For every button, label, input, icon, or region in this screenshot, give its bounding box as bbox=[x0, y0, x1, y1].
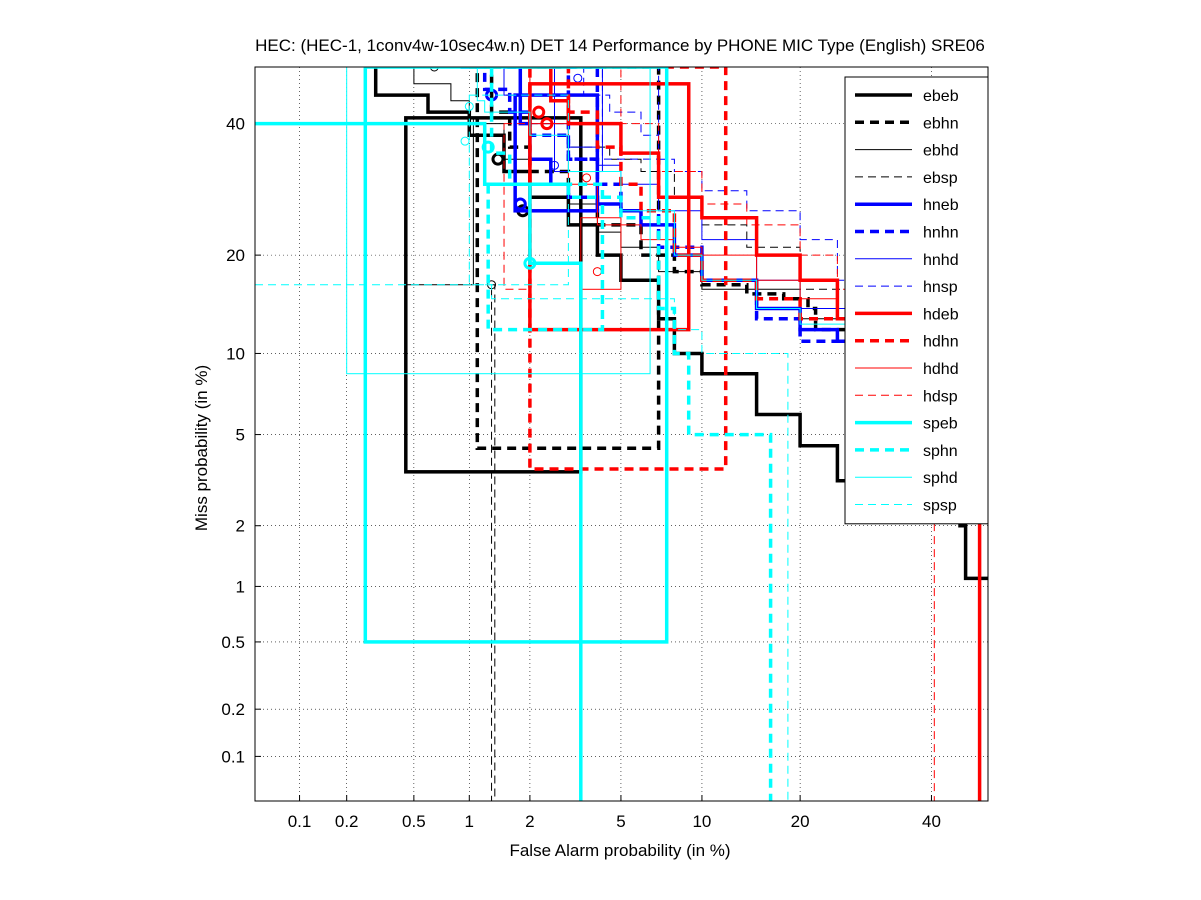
x-tick-label: 40 bbox=[922, 812, 941, 831]
min-dcf-marker-ebhd bbox=[429, 67, 439, 72]
tick-labels: 0.1 0.2 0.5 1 2 5 10 20 40 0.1 0.2 0.5 1 2 5 10 20 40 bbox=[221, 115, 941, 831]
min-dcf-marker-hneb bbox=[513, 197, 527, 211]
det-curve-sphd bbox=[255, 67, 988, 325]
confidence-box-ebsp bbox=[491, 284, 496, 801]
y-tick-label: 20 bbox=[226, 246, 245, 265]
legend-label-hdhd: hdhd bbox=[923, 361, 959, 378]
x-tick-label: 20 bbox=[791, 812, 810, 831]
legend-label-hdsp: hdsp bbox=[923, 388, 958, 405]
confidence-box-spsp bbox=[468, 94, 569, 286]
det-curve-speb bbox=[255, 121, 583, 801]
legend-label-ebsp: ebsp bbox=[923, 170, 958, 187]
min-dcf-marker-hnsp bbox=[573, 73, 583, 83]
min-dcf-marker-hdsp bbox=[582, 173, 592, 183]
legend-label-hdeb: hdeb bbox=[923, 306, 959, 323]
legend-label-sphd: sphd bbox=[923, 470, 958, 487]
det-curve-spsp bbox=[255, 284, 789, 801]
y-tick-label: 2 bbox=[236, 517, 245, 536]
x-tick-label: 5 bbox=[616, 812, 625, 831]
confidence-box-sphd bbox=[346, 67, 651, 375]
legend-label-hneb: hneb bbox=[923, 197, 959, 214]
y-tick-label: 0.5 bbox=[221, 633, 245, 652]
y-tick-label: 0.1 bbox=[221, 747, 245, 766]
legend-label-sphn: sphn bbox=[923, 443, 958, 460]
legend-label-spsp: spsp bbox=[923, 498, 957, 515]
min-dcf-marker-spsp bbox=[464, 101, 474, 111]
series-speb bbox=[255, 67, 669, 801]
confidence-box-hdhn bbox=[528, 67, 728, 471]
min-dcf-marker-ebhn bbox=[491, 152, 505, 166]
det-curve-sphn bbox=[477, 67, 773, 801]
x-tick-label: 10 bbox=[692, 812, 711, 831]
legend-label-ebhd: ebhd bbox=[923, 143, 959, 160]
confidence-box-hnsp bbox=[601, 67, 660, 160]
legend-label-speb: speb bbox=[923, 416, 958, 433]
legend-label-ebeb: ebeb bbox=[923, 88, 959, 105]
min-dcf-marker-hdhd bbox=[592, 267, 602, 277]
legend-label-hnhd: hnhd bbox=[923, 252, 959, 269]
x-axis-title: False Alarm probability (in %) bbox=[509, 841, 730, 860]
confidence-box-speb bbox=[363, 67, 669, 644]
y-axis-title: Miss probability (in %) bbox=[192, 365, 211, 531]
y-tick-label: 40 bbox=[226, 115, 245, 134]
y-tick-label: 1 bbox=[236, 577, 245, 596]
x-tick-label: 1 bbox=[465, 812, 474, 831]
series-spsp bbox=[255, 94, 789, 801]
x-tick-label: 2 bbox=[525, 812, 534, 831]
series-sphd bbox=[255, 67, 988, 375]
y-tick-label: 10 bbox=[226, 344, 245, 363]
legend-box bbox=[844, 76, 989, 525]
y-tick-label: 0.2 bbox=[221, 700, 245, 719]
legend-label-hnhn: hnhn bbox=[923, 225, 959, 242]
min-dcf-marker-hdeb bbox=[532, 105, 546, 119]
min-dcf-marker-speb bbox=[523, 256, 537, 270]
legend: ebeb ebhn ebhd ebsp hneb hnhn hnhd hnsp hdeb hdhn… bbox=[844, 76, 989, 525]
min-dcf-marker-sphd bbox=[460, 136, 470, 146]
min-dcf-marker-hnhd bbox=[550, 160, 560, 170]
legend-label-ebhn: ebhn bbox=[923, 115, 959, 132]
legend-label-hnsp: hnsp bbox=[923, 279, 958, 296]
series-sphn bbox=[477, 67, 773, 801]
confidence-box-hdhd bbox=[580, 217, 622, 290]
legend-label-hdhn: hdhn bbox=[923, 334, 959, 351]
x-tick-label: 0.1 bbox=[288, 812, 312, 831]
y-tick-label: 5 bbox=[236, 426, 245, 445]
confidence-box-ebhd bbox=[405, 117, 474, 286]
min-dcf-marker-sphn bbox=[481, 140, 495, 154]
confidence-box-hdeb bbox=[528, 82, 691, 332]
confidence-box-ebhn bbox=[475, 67, 661, 450]
confidence-box-sphn bbox=[486, 182, 605, 332]
x-tick-label: 0.5 bbox=[402, 812, 426, 831]
chart-title: HEC: (HEC-1, 1conv4w-10sec4w.n) DET 14 P… bbox=[255, 36, 985, 55]
x-tick-label: 0.2 bbox=[335, 812, 359, 831]
